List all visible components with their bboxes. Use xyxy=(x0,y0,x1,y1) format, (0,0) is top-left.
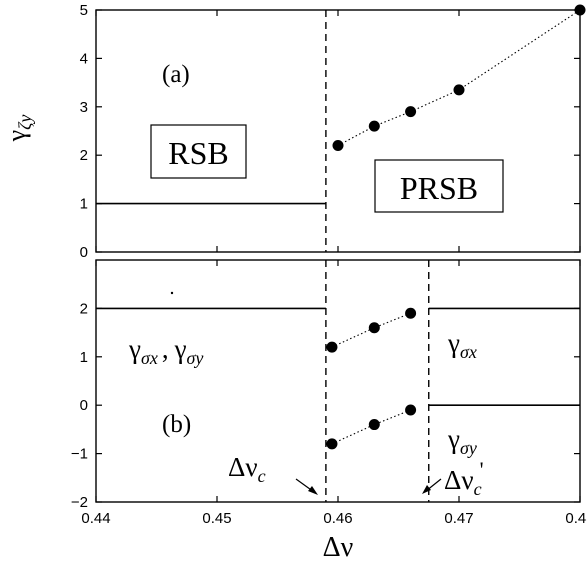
y-tick-label: −2 xyxy=(71,494,88,511)
panel-b-x-ticks: 0.44 0.45 0.46 0.47 0.48 xyxy=(81,260,587,527)
x-axis-label: Δν xyxy=(323,532,354,563)
y-tick-label: 5 xyxy=(80,2,88,19)
y-tick-label: 4 xyxy=(80,50,88,67)
data-point xyxy=(332,140,344,152)
region-rsb-box xyxy=(150,124,247,179)
data-point xyxy=(405,404,417,416)
gamma-sigma-y-label: γσy xyxy=(447,424,477,458)
y-tick-label: 0 xyxy=(80,244,88,261)
data-point xyxy=(574,4,586,16)
x-tick-label: 0.45 xyxy=(202,510,231,527)
region-prsb-box xyxy=(374,159,504,213)
panel-b-label: (b) xyxy=(162,411,191,438)
region-rsb-label: RSB xyxy=(168,135,228,171)
stray-dot xyxy=(170,291,174,295)
delta-nu-c-arrow xyxy=(295,478,318,495)
panel-b-series xyxy=(96,307,580,450)
data-point xyxy=(405,307,417,319)
data-point xyxy=(368,120,380,132)
panel-b-frame xyxy=(95,259,581,503)
delta-nu-c-label: Δνc xyxy=(228,452,266,486)
x-tick-label: 0.48 xyxy=(565,510,587,527)
data-point xyxy=(405,106,417,118)
y-tick-label: 2 xyxy=(80,147,88,164)
data-point xyxy=(368,419,380,431)
x-tick-label: 0.46 xyxy=(323,510,352,527)
delta-nu-c-prime-arrow xyxy=(422,478,442,494)
y-tick-label: 2 xyxy=(80,300,88,317)
region-rsb: RSB xyxy=(150,124,247,179)
panel-a-y-axis-label: γζy xyxy=(2,115,35,143)
data-point xyxy=(326,341,338,353)
panel-a-series xyxy=(96,4,586,205)
data-point xyxy=(368,322,380,334)
data-point xyxy=(326,438,338,450)
data-point xyxy=(453,84,465,96)
y-tick-label: 1 xyxy=(80,349,88,366)
series-dotted-line xyxy=(331,312,411,348)
panel-a-label: (a) xyxy=(162,61,190,88)
region-prsb: PRSB xyxy=(374,159,504,213)
y-tick-label: 3 xyxy=(80,99,88,116)
y-tick-label: 0 xyxy=(80,397,88,414)
series-dotted-line xyxy=(331,409,411,445)
panel-b-y-ticks: −2 −1 0 1 2 xyxy=(71,300,580,511)
region-prsb-label: PRSB xyxy=(400,170,478,206)
delta-nu-c-prime-label: Δνc' xyxy=(444,457,484,499)
y-tick-label: −1 xyxy=(71,446,88,463)
panel-b-vlines xyxy=(325,260,430,502)
y-tick-label: 1 xyxy=(80,196,88,213)
gamma-sigma-x-label: γσx xyxy=(447,328,477,362)
panel-a-y-ticks: 0 1 2 3 4 5 xyxy=(80,2,581,261)
panel-a: 0 1 2 3 4 5 (a) RSB PRSB γζy xyxy=(2,2,586,261)
panel-b: −2 −1 0 1 2 0.44 0.45 0.46 0.47 0.48 (b) γσx,γσy… xyxy=(71,259,587,563)
x-tick-label: 0.44 xyxy=(81,510,110,527)
x-tick-label: 0.47 xyxy=(444,510,473,527)
gamma-sigma-xy-label: γσx, γσy xyxy=(128,334,203,368)
